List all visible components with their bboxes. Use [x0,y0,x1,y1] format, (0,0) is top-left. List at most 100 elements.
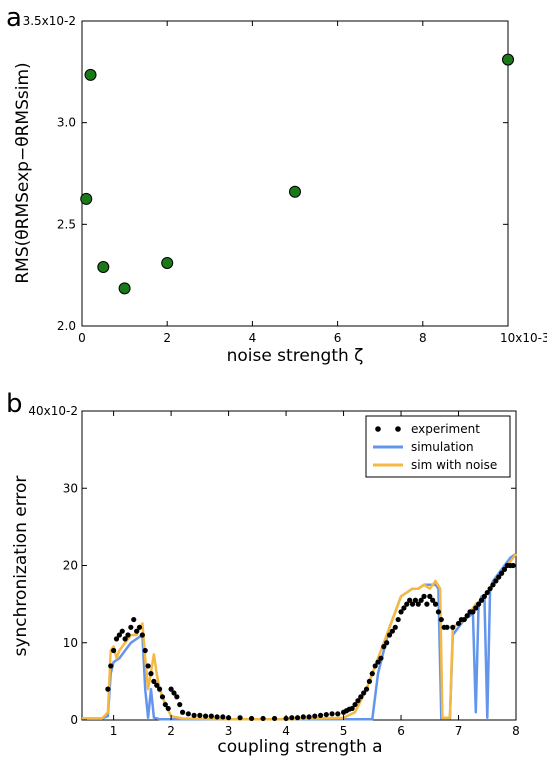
panel-b-experiment-point [412,597,419,603]
panel-a-xtick-label: 2 [163,331,171,345]
panel-b-experiment-point [450,624,456,630]
panel-b-experiment-point [174,694,180,700]
panel-b-experiment-point [214,714,220,720]
panel-b-experiment-point [108,663,114,669]
legend-dot [395,426,401,432]
panel-b-series-sim-with-noise [82,553,518,721]
panel-b-xlabel: coupling strength a [217,737,382,757]
panel-a-xtick-label: 6 [334,331,342,345]
panel-b-experiment-point [105,686,111,692]
panel-b-experiment-point [171,690,177,696]
panel-a-xtick-label: 0 [78,331,86,345]
panel-a-letter: a [6,3,22,33]
panel-a-frame [81,20,509,327]
panel-b-experiment-point [300,714,306,720]
panel-b-experiment-point [159,694,166,700]
panel-b-experiment-point [499,570,505,576]
panel-b-experiment-point [386,632,393,638]
panel-b-experiment-point [317,712,324,718]
panel-b-experiment-point [358,694,364,700]
panel-b-experiment-point [398,609,404,615]
panel-b-experiment-point [363,686,370,692]
panel-a-point [80,192,93,205]
panel-b-xtick-label: 7 [455,724,463,738]
panel-b-experiment-point [168,686,174,692]
panel-b-experiment-point [484,589,490,596]
panel-b-experiment-point [487,586,493,592]
panel-b-experiment-point [395,616,401,623]
panel-b-experiment-point [142,647,148,654]
panel-b-experiment-point [157,686,163,692]
panel-b-ytick-label: 0 [70,713,78,727]
panel-b-experiment-point [116,632,122,638]
panel-a-point [97,261,110,274]
panel-b-experiment-point [455,620,462,627]
panel-b-experiment-point [237,715,243,721]
panel-b-experiment-point [119,628,125,634]
panel-b-experiment-point [481,593,487,600]
panel-b-experiment-point [478,597,485,603]
panel-b-experiment-point [329,711,335,717]
panel-b-experiment-point [208,713,214,719]
panel-b-experiment-point [154,682,160,688]
panel-a-xlabel: noise strength ζ [227,346,364,366]
panel-a-ytick-label: 3.0 [57,116,76,130]
panel-a-chart: 0 2 4 6 8 10x10-3 2.0 2.5 3.0 3.5x10-2 noise stre… [13,14,547,366]
panel-b-experiment-point [378,655,384,661]
legend-label: sim with noise [411,458,497,472]
panel-a-point [289,185,301,198]
panel-b-experiment-point [473,605,479,611]
panel-a-point [161,256,174,269]
panel-a-xtick-label: 10x10-3 [500,331,547,345]
panel-b-experiment-point [125,632,131,638]
panel-b-xtick-label: 8 [512,724,520,738]
panel-b-experiment-point [418,597,424,603]
legend-label: simulation [411,440,474,454]
panel-b-experiment-point [260,715,266,722]
panel-b-experiment-point [294,715,301,721]
panel-b-ylabel: synchronization error [11,476,31,657]
panel-b-experiment-point [369,671,375,677]
panel-b-experiment-point [197,712,203,718]
panel-b-experiment-point [145,663,151,669]
panel-b-experiment-point [151,678,157,684]
panel-a-ytick-label: 2.5 [57,217,76,231]
panel-b-xtick-label: 3 [225,724,233,738]
panel-b-experiment-point [430,597,436,603]
panel-b-experiment-point [289,715,295,721]
panel-b-experiment-point [220,714,226,720]
panel-b-ytick-label: 10 [63,636,78,650]
panel-b-experiment-point [470,609,476,615]
panel-b-experiment-point [349,705,355,712]
panel-b-experiment-point [312,713,318,719]
panel-b-experiment-point [352,701,358,708]
panel-b-experiment-point [421,593,427,600]
panel-b-experiment-point [381,644,387,650]
panel-b-ytick-label: 40x10-2 [28,404,78,418]
panel-b-experiment-point [375,659,381,665]
panel-b-chart: 1 2 3 4 5 6 7 8 0 10 20 30 40x10-2 coupling strength… [11,404,520,757]
panel-b-experiment-point [404,601,410,607]
panel-b-experiment-point [432,601,439,607]
panel-b-experiment-point [424,601,430,607]
panel-b-experiment-point [438,616,444,623]
panel-b-experiment-point [384,640,390,646]
panel-b-experiment-point [409,601,416,607]
panel-b-experiment-point [355,698,361,704]
panel-b-experiment-point [177,701,183,708]
panel-b-ytick-label: 20 [63,559,78,573]
panel-b-experiment-point [501,566,508,572]
panel-b-experiment-point [271,715,278,722]
panel-b-experiment-point [372,663,378,669]
panel-b-experiment-point [490,582,496,588]
panel-a-point [118,282,131,295]
panel-b-experiment-point [185,711,191,717]
panel-b-experiment-point [139,632,145,638]
panel-b-experiment-point [122,636,128,642]
panel-b-experiment-point [306,714,312,720]
panel-b-experiment-point [202,713,209,719]
panel-b-experiment-point [248,715,255,722]
panel-b-xtick-label: 6 [397,724,405,738]
panel-b-ytick-label: 30 [63,481,78,495]
